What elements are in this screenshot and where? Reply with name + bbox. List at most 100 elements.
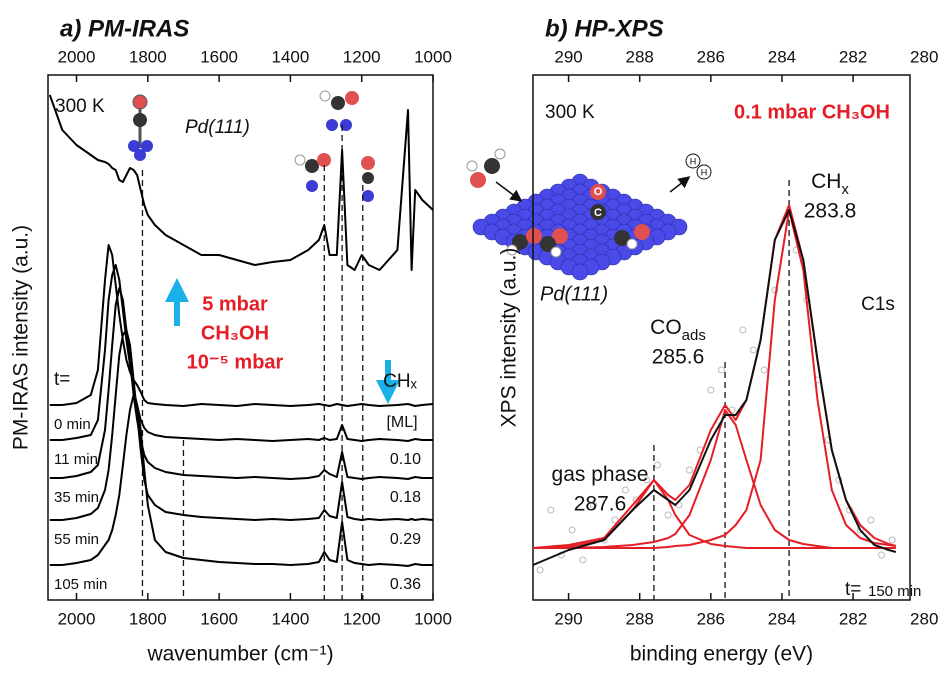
peak-label: COads: [650, 316, 706, 345]
annotation-coverage-label: CHₓ: [383, 371, 417, 392]
data-point: [867, 516, 875, 524]
x-axis-label: binding energy (eV): [630, 643, 813, 666]
peak-label-main: gas phase: [552, 463, 649, 486]
annotation-time: 150 min: [868, 583, 921, 600]
pd-surface: [472, 173, 688, 281]
peak-position: 287.6: [574, 493, 627, 516]
data-point: [621, 486, 629, 494]
x-tick-label: 286: [697, 609, 725, 628]
annotation-coverage-unit: [ML]: [386, 414, 417, 431]
spectrum-line: [533, 209, 896, 549]
series-label: 0 min: [54, 416, 91, 433]
annotation-temperature: 300 K: [55, 96, 105, 117]
series-label: 105 min: [54, 576, 107, 593]
data-point: [685, 466, 693, 474]
co-carbon: [590, 204, 606, 220]
data-point: [643, 476, 651, 484]
x-tick-label-top: 1200: [343, 47, 381, 66]
x-tick-label: 1800: [129, 609, 167, 628]
x-tick-label: 290: [554, 609, 582, 628]
cyan-arrows: [165, 278, 400, 404]
peak-position: 285.6: [652, 346, 705, 369]
adsorbate-atom: [512, 234, 528, 250]
data-point: [718, 366, 725, 374]
data-point: [547, 506, 555, 514]
co-oxygen: [590, 184, 606, 200]
series-label: 35 min: [54, 489, 99, 506]
series-label: 11 min: [54, 451, 98, 468]
peak-label-main: CH: [811, 170, 841, 193]
data-point: [739, 326, 747, 334]
spectrum-line: [532, 209, 897, 566]
x-tick-label: 284: [768, 609, 796, 628]
x-tick-label-top: 1600: [200, 47, 238, 66]
x-tick-label: 288: [626, 609, 654, 628]
x-tick-label-top: 1000: [414, 47, 452, 66]
spectrum-line: [49, 329, 434, 521]
surface-atom: [571, 263, 589, 281]
spectrum-line: [49, 394, 433, 567]
data-point: [888, 536, 896, 544]
data-point: [611, 516, 619, 524]
annotation-pressure-high: 5 mbar: [202, 293, 268, 315]
data-point: [750, 346, 758, 354]
data-point: [653, 461, 661, 469]
plot-frame: [532, 74, 911, 601]
data-point: [707, 386, 715, 394]
x-tick-label-top: 288: [626, 47, 654, 66]
annotation-time-label: t=: [845, 579, 861, 600]
x-tick-label-top: 280: [910, 47, 938, 66]
peak-label-sub: ads: [682, 327, 706, 344]
x-tick-label: 282: [839, 609, 867, 628]
adsorbate-atom: [634, 224, 650, 240]
x-tick-label: 1400: [271, 609, 309, 628]
coverage-label: 0.36: [390, 576, 421, 593]
annotation-atom-o: O: [594, 186, 603, 198]
data-point: [856, 526, 864, 534]
data-point: [760, 366, 768, 374]
peak-label-main: CO: [650, 316, 682, 339]
data-point: [878, 551, 886, 559]
panel-title: a) PM-IRAS: [60, 15, 189, 42]
peak-label: gas phase: [552, 463, 649, 486]
annotation-temperature: 300 K: [545, 102, 595, 123]
annotation-gas: CH₃OH: [201, 322, 269, 344]
annotation-conditions: 0.1 mbar CH₃OH: [734, 101, 890, 123]
x-tick-label: 2000: [58, 609, 96, 628]
x-axis-label: wavenumber (cm⁻¹): [146, 643, 333, 666]
icons-a: [128, 90, 375, 202]
x-tick-label: 1000: [414, 609, 452, 628]
data-point: [568, 526, 576, 534]
series-label: 55 min: [54, 531, 99, 548]
spectrum-line: [49, 244, 434, 407]
data-point: [579, 556, 587, 564]
data-point: [664, 511, 672, 519]
data-point: [771, 286, 779, 294]
peak-label-sub: x: [841, 181, 849, 198]
annotation-region: C1s: [861, 294, 895, 315]
hydrogen-atom: [626, 238, 638, 250]
y-axis-label: XPS intensity (a.u.): [498, 248, 521, 428]
x-tick-label: 280: [910, 609, 938, 628]
spectrum-line: [49, 264, 433, 442]
x-tick-label-top: 1800: [129, 47, 167, 66]
x-tick-label-top: 290: [554, 47, 582, 66]
annotation-atom-h1: H: [690, 156, 697, 166]
annotation-atom-c: C: [594, 207, 602, 219]
hydrogen-atom: [506, 244, 518, 256]
x-tick-label-top: 1400: [271, 47, 309, 66]
x-tick-label-top: 282: [839, 47, 867, 66]
hydrogen-atom: [550, 246, 562, 258]
x-tick-label-top: 286: [697, 47, 725, 66]
plot-frame: [47, 74, 434, 601]
panel-title: b) HP-XPS: [545, 15, 664, 42]
adsorbate-atom: [540, 236, 556, 252]
data-point: [536, 566, 544, 574]
x-tick-label: 1200: [343, 609, 381, 628]
annotation-surface: Pd(111): [185, 117, 250, 138]
y-axis-label: PM-IRAS intensity (a.u.): [10, 225, 33, 450]
data-point: [589, 501, 597, 509]
spectrum-line: [533, 409, 896, 549]
reaction-arrows: [466, 148, 712, 202]
